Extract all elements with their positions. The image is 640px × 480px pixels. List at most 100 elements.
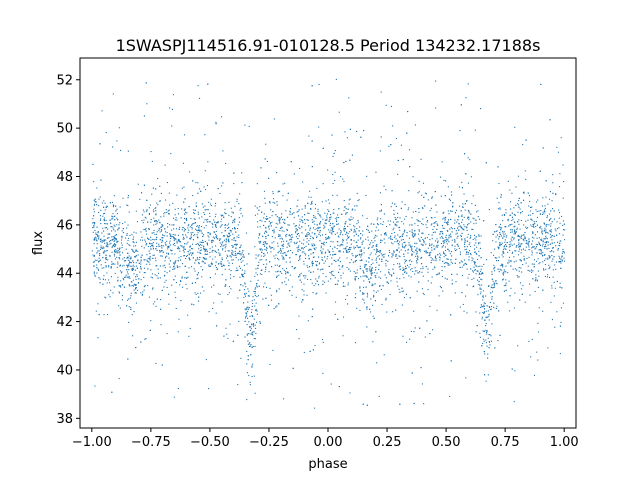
data-point (403, 269, 405, 271)
data-point (137, 289, 139, 291)
data-point (408, 242, 410, 244)
data-point (183, 209, 185, 211)
data-point (333, 259, 335, 261)
data-point (321, 251, 323, 253)
data-point (498, 246, 500, 248)
data-point (356, 272, 358, 274)
data-point (511, 240, 513, 242)
data-point (108, 266, 110, 268)
data-point (127, 239, 129, 241)
data-point (399, 278, 401, 280)
data-point (412, 234, 414, 236)
data-point (527, 242, 529, 244)
data-point (93, 254, 95, 256)
data-point (340, 275, 342, 277)
data-point (377, 290, 379, 292)
data-point (446, 238, 448, 240)
data-point (441, 246, 443, 248)
data-point (172, 94, 174, 96)
data-point (371, 272, 373, 274)
data-point (553, 218, 555, 220)
data-point (177, 213, 179, 215)
data-point (429, 243, 431, 245)
data-point (305, 235, 307, 237)
data-point (221, 242, 223, 244)
data-point (282, 245, 284, 247)
data-point (220, 214, 222, 216)
data-point (516, 227, 518, 229)
data-point (104, 257, 106, 259)
data-point (495, 236, 497, 238)
data-point (523, 240, 525, 242)
data-point (349, 262, 351, 264)
data-point (458, 215, 460, 217)
data-point (347, 225, 349, 227)
data-point (476, 270, 478, 272)
data-point (103, 220, 105, 222)
data-point (534, 248, 536, 250)
data-point (499, 243, 501, 245)
data-point (166, 235, 168, 237)
data-point (154, 220, 156, 222)
data-point (338, 236, 340, 238)
data-point (114, 238, 116, 240)
data-point (413, 331, 415, 333)
data-point (351, 209, 353, 211)
data-point (213, 219, 215, 221)
data-point (450, 235, 452, 237)
data-point (433, 259, 435, 261)
data-point (393, 272, 395, 274)
data-point (326, 213, 328, 215)
data-point (542, 255, 544, 257)
data-point (316, 280, 318, 282)
data-point (308, 270, 310, 272)
data-point (184, 198, 186, 200)
data-point (289, 211, 291, 213)
data-point (487, 353, 489, 355)
data-point (447, 248, 449, 250)
data-point (551, 285, 553, 287)
data-point (429, 254, 431, 256)
data-point (104, 296, 106, 298)
data-point (114, 246, 116, 248)
data-point (139, 239, 141, 241)
data-point (244, 320, 246, 322)
data-point (204, 248, 206, 250)
data-point (129, 260, 131, 262)
data-point (423, 242, 425, 244)
data-point (465, 262, 467, 264)
data-point (130, 256, 132, 258)
data-point (549, 213, 551, 215)
data-point (283, 230, 285, 232)
data-point (173, 279, 175, 281)
data-point (562, 220, 564, 222)
data-point (275, 214, 277, 216)
data-point (444, 277, 446, 279)
data-point (417, 272, 419, 274)
data-point (103, 240, 105, 242)
data-point (215, 121, 217, 123)
data-point (445, 234, 447, 236)
data-point (189, 327, 191, 329)
data-point (531, 225, 533, 227)
data-point (224, 227, 226, 229)
data-point (227, 236, 229, 238)
data-point (222, 248, 224, 250)
data-point (446, 229, 448, 231)
data-point (240, 253, 242, 255)
data-point (549, 230, 551, 232)
data-point (135, 284, 137, 286)
data-point (563, 251, 565, 253)
data-point (513, 238, 515, 240)
data-point (345, 221, 347, 223)
data-point (498, 183, 500, 185)
data-point (185, 234, 187, 236)
data-point (420, 243, 422, 245)
data-point (116, 140, 118, 142)
data-point (503, 269, 505, 271)
data-point (475, 219, 477, 221)
data-point (396, 250, 398, 252)
data-point (325, 238, 327, 240)
data-point (507, 180, 509, 182)
data-point (401, 201, 403, 203)
